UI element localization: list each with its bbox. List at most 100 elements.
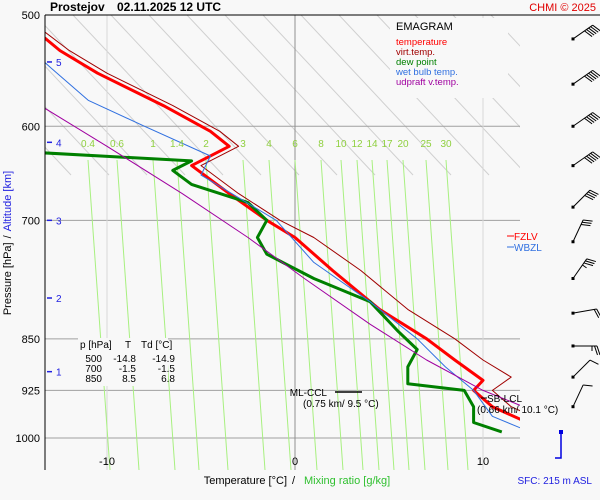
pressure-tick-label: 1000 — [16, 433, 40, 445]
x-axis-label-temp: Temperature [°C] — [204, 475, 287, 487]
table-header-t: T — [125, 340, 131, 351]
mixing-ratio-label: 0.4 — [81, 139, 95, 150]
mixing-ratio-label: 0.6 — [110, 139, 124, 150]
mixing-ratio-label: 12 — [351, 139, 363, 150]
mixing-ratio-label: 2 — [203, 139, 209, 150]
mixing-ratio-line — [340, 159, 364, 470]
wind-barb-feather — [588, 154, 597, 161]
datetime: 02.11.2025 12 UTC — [117, 0, 221, 14]
mixing-ratio-line — [87, 159, 111, 470]
dry-adiabat-line — [186, 15, 338, 176]
mixing-ratio-line — [445, 159, 469, 470]
mixing-ratio-label: 6 — [292, 139, 298, 150]
surface-marker — [555, 432, 562, 459]
mixing-ratio-label: 30 — [440, 139, 452, 150]
wind-barb-staff — [572, 189, 591, 208]
x-axis-label-sep: / — [292, 475, 296, 487]
mixing-ratio-label: 4 — [266, 139, 272, 150]
ml-ccl-label: ML-CCL — [290, 388, 328, 399]
wind-barb-feather — [580, 224, 591, 227]
dry-adiabat-line — [45, 106, 110, 176]
legend-item-dew-point: dew point — [396, 57, 437, 68]
wind-barb-station-dot — [571, 405, 575, 409]
wind-barb — [571, 344, 600, 356]
wind-barb-feather — [590, 26, 599, 33]
wind-barb-feather — [583, 384, 593, 387]
wind-barb — [571, 359, 599, 379]
fzlv-marker: FZLV — [507, 232, 538, 243]
ml-ccl-value: (0.75 km/ 9.5 °C) — [303, 399, 379, 410]
pressure-tick-label: 500 — [22, 10, 40, 22]
dry-adiabat-line — [300, 15, 452, 176]
mixing-ratio-label: 3 — [240, 139, 246, 150]
dry-adiabat-line — [45, 146, 72, 176]
wind-barb — [571, 384, 593, 409]
wind-barb-feather — [586, 193, 596, 199]
mixing-ratio-label: 20 — [397, 139, 409, 150]
mixing-ratio-label: 10 — [335, 139, 347, 150]
legend-item-updraft: udpraft v.temp. — [396, 77, 459, 88]
wind-barb-feather — [586, 74, 595, 81]
series-wet-bulb-temp-line — [45, 61, 520, 429]
mixing-ratio-line — [176, 159, 200, 470]
temperature-tick-label: 0 — [292, 456, 298, 468]
dry-adiabat-line — [224, 15, 376, 176]
wind-barb-feather — [586, 258, 597, 263]
table-cell: 500 — [85, 354, 102, 365]
dry-adiabat-line — [529, 15, 600, 175]
wind-barb-staff — [572, 69, 593, 85]
wind-barb-staff — [572, 359, 591, 378]
station-name: Prostejov — [50, 0, 105, 14]
wind-barb-station-dot — [571, 37, 575, 41]
mixing-ratio-label: 1.4 — [170, 139, 184, 150]
y-axis-label-sep: / — [2, 234, 14, 238]
altitude-tick-label: 3 — [56, 216, 62, 227]
table-cell: 850 — [85, 374, 102, 385]
series-udpraft-v-temp-line — [45, 107, 520, 406]
wind-barb-station-dot — [571, 240, 575, 244]
wind-barb — [571, 258, 597, 280]
wind-barb — [571, 24, 600, 41]
altitude-tick-label: 4 — [56, 138, 62, 149]
dry-adiabat-line — [45, 65, 148, 176]
mixing-ratio-line — [402, 159, 426, 470]
data-table: p [hPa] T Td [°C] 500 -14.8 -14.9 700 -1… — [78, 338, 175, 386]
wind-barb-staff — [572, 24, 593, 40]
mixing-ratio-line — [386, 159, 410, 470]
altitude-tick-label: 1 — [56, 368, 62, 379]
wind-barb-half-feather — [582, 264, 587, 269]
legend: EMAGRAM temperature virt.temp. dew point… — [390, 18, 508, 98]
wind-barb-feather — [586, 29, 595, 36]
wind-barb-feather — [588, 72, 597, 80]
wind-barb — [571, 69, 600, 86]
series-dew-point-line — [45, 151, 503, 434]
surface-marker-dot — [559, 430, 563, 434]
mixing-ratio-line — [268, 159, 292, 470]
copyright: CHMI © 2025 — [529, 2, 596, 14]
wind-barb-station-dot — [571, 276, 575, 280]
y-axis-label-pressure: Pressure [hPa] — [2, 242, 14, 315]
wind-barb-feather — [594, 345, 598, 356]
pressure-tick-label: 600 — [22, 121, 40, 133]
wind-barb — [571, 189, 599, 209]
mixing-ratio-label: 1 — [150, 139, 156, 150]
legend-item-wet-bulb: wet bulb temp. — [395, 67, 458, 78]
wind-barb-feather — [582, 221, 592, 224]
wind-barb-staff — [572, 258, 588, 279]
wind-barb-feather — [583, 219, 593, 222]
wind-barb-feather — [592, 24, 600, 32]
wind-barb-station-dot — [571, 205, 575, 209]
wind-barb-station-dot — [571, 375, 575, 379]
dry-adiabat-line — [490, 15, 520, 47]
wind-barb — [571, 112, 600, 128]
dry-adiabat-line — [148, 15, 300, 176]
wind-barb-station-dot — [571, 82, 575, 86]
dry-adiabat-line — [262, 15, 414, 176]
series-virt-temp-line — [45, 31, 520, 412]
x-axis-label-mix: Mixing ratio [g/kg] — [304, 475, 390, 487]
mixing-ratio-label: 8 — [318, 139, 324, 150]
wind-barb-feather — [589, 189, 599, 195]
table-cell: 700 — [85, 364, 102, 375]
dry-adiabat-line — [0, 15, 33, 175]
